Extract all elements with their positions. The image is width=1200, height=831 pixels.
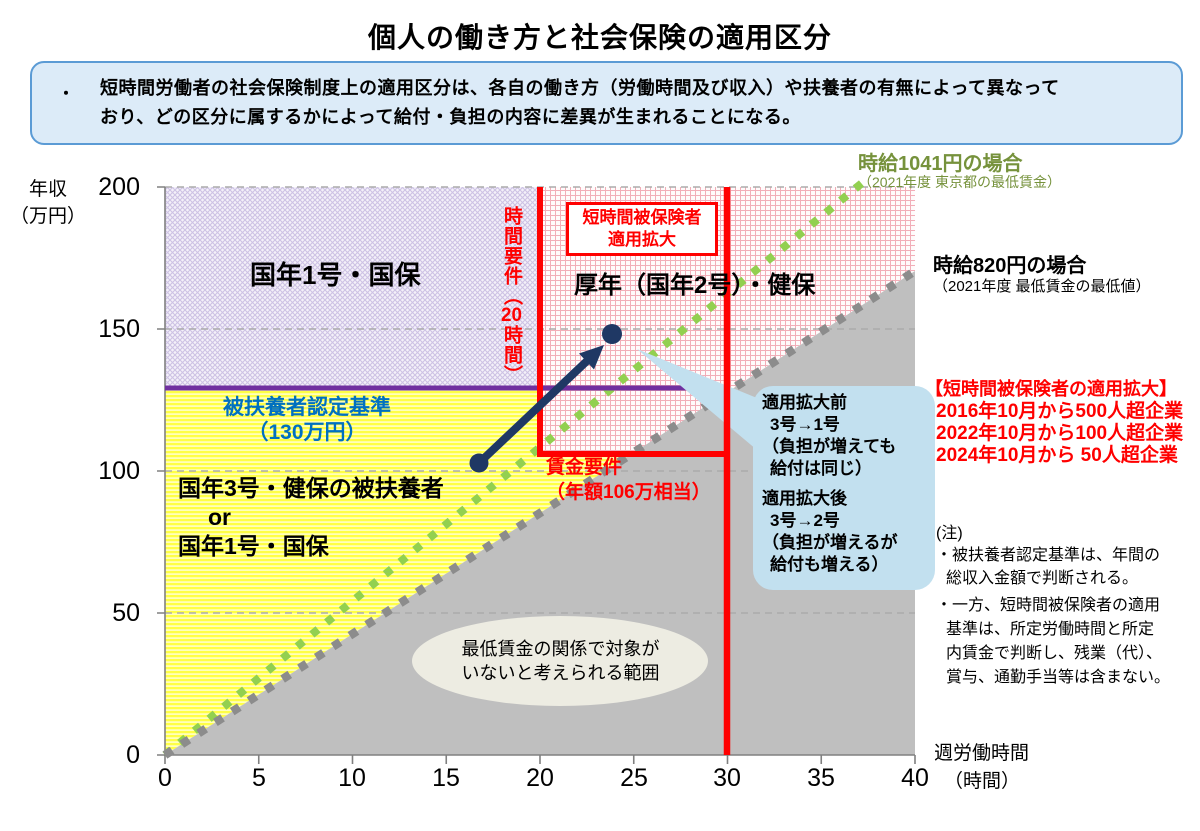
region-label-dependent: 国年3号・健保の被扶養者 or 国年1号・国保 (178, 474, 444, 561)
y-axis-title: 年収 （万円） (0, 176, 96, 230)
callout-before-line3: （負担が増えても (762, 437, 897, 456)
intro-line2: おり、どの区分に属するかによって給付・負担の内容に差異が生まれることになる。 (100, 107, 801, 127)
region-kosei-right-fill (727, 187, 915, 392)
x-tick-label: 10 (338, 764, 366, 792)
region-dependent-line3: 国年1号・国保 (178, 533, 329, 559)
expansion-item: 2016年10月から500人超企業 (936, 401, 1184, 422)
dependent-standard-line1: 被扶養者認定基準 (223, 396, 391, 419)
note-2-line3: 内賃金で判断し、残業（代）、 (946, 645, 1163, 662)
intro-line1: 短時間労働者の社会保険制度上の適用区分は、各自の働き方（労働時間及び収入）や扶養… (100, 78, 1060, 98)
y-tick-label: 0 (126, 741, 140, 769)
x-tick-label: 0 (158, 764, 172, 792)
callout-before-line4: 給付は同じ） (770, 459, 872, 478)
shift-start-dot (469, 453, 489, 473)
wage-820-dotted-line (162, 267, 918, 759)
callout-after-line2: 3号→2号 (770, 511, 840, 530)
region-label-kosei: 厚年（国年2号）・健保 (574, 272, 816, 299)
expansion-box-line1: 短時間被保険者 (582, 208, 702, 227)
note-2-line1: ・一方、短時間被保険者の適用 (936, 597, 1161, 614)
minwage-ellipse-label: 最低賃金の関係で対象が いないと考えられる範囲 (412, 637, 709, 685)
callout-bubble (753, 386, 935, 590)
wage-requirement-line2: （年額106万相当） (546, 482, 711, 503)
x-axis-title-line1: 週労働時間 (934, 743, 1030, 764)
y-tick-label: 200 (98, 173, 140, 201)
intro-box: ・ 短時間労働者の社会保険制度上の適用区分は、各自の働き方（労働時間及び収入）や… (30, 61, 1183, 145)
intro-text: 短時間労働者の社会保険制度上の適用区分は、各自の働き方（労働時間及び収入）や扶養… (100, 63, 1060, 143)
callout-after: 適用拡大後 3号→2号 （負担が増えるが 給付も増える） (762, 488, 932, 576)
expansion-item: 2024年10月から 50人超企業 (936, 445, 1178, 466)
x-axis-ticks (164, 755, 916, 764)
dependent-standard-line2: （130万円） (247, 421, 367, 444)
region-dependent-line2: or (208, 504, 231, 530)
x-axis-title: 週労働時間 （時間） (934, 740, 1029, 796)
x-axis-title-line2: （時間） (944, 771, 1021, 792)
shift-arrow-line (476, 357, 591, 466)
requirement-20h-106man-line (537, 187, 727, 457)
time-req-number: 20 (501, 306, 522, 325)
y-axis-title-line2: （万円） (9, 206, 86, 227)
wage-requirement-label: 賃金要件 （年額106万相当） (546, 455, 711, 505)
region-dependent-fill (165, 386, 632, 755)
expansion-box-label: 短時間被保険者 適用拡大 (566, 202, 718, 256)
wage-820-label: 時給820円の場合 (933, 255, 1087, 277)
callout-after-line1: 適用拡大後 (762, 489, 847, 508)
callout-after-line4: 給付も増える） (770, 555, 889, 574)
x-tick-label: 15 (432, 764, 460, 792)
x-tick-label: 40 (901, 764, 929, 792)
intro-bullet: ・ (58, 86, 75, 103)
dependent-standard-label: 被扶養者認定基準 （130万円） (207, 395, 407, 445)
time-requirement-label: 時間要件（20時間） (498, 206, 525, 416)
minwage-ellipse-line2: いないと考えられる範囲 (461, 663, 660, 683)
x-tick-label: 30 (713, 764, 741, 792)
note-1-line1: ・被扶養者認定基準は、年間の (936, 547, 1161, 564)
shift-end-dot (602, 324, 622, 344)
wage-requirement-line1: 賃金要件 (546, 457, 623, 478)
y-tick-label: 150 (98, 315, 140, 343)
x-tick-label: 20 (526, 764, 554, 792)
wage-820-sublabel: （2021年度 最低賃金の最低値） (933, 278, 1151, 295)
y-axis-title-line1: 年収 (28, 179, 67, 200)
time-req-pre: 時間要件（ (501, 206, 522, 306)
x-tick-label: 25 (620, 764, 648, 792)
expansion-item: 2022年10月から100人超企業 (936, 423, 1184, 444)
callout-after-line3: （負担が増えるが (762, 533, 898, 552)
x-tick-label: 35 (807, 764, 835, 792)
x-tick-label: 5 (252, 764, 266, 792)
shift-arrow-head (579, 345, 604, 370)
note-2-line4: 賞与、通勤手当等は含まない。 (946, 669, 1171, 686)
minwage-ellipse-line1: 最低賃金の関係で対象が (461, 639, 660, 659)
region-dependent-line1: 国年3号・健保の被扶養者 (178, 475, 444, 501)
expansion-title: 【短時間被保険者の適用拡大】 (925, 379, 1177, 399)
expansion-box-line2: 適用拡大 (608, 230, 676, 249)
note-1-line2: 総収入金額で判断される。 (946, 570, 1139, 587)
y-tick-label: 100 (98, 457, 140, 485)
expansion-items: 2016年10月から500人超企業 2022年10月から100人超企業 2024… (936, 401, 1183, 467)
minwage-ellipse (412, 616, 708, 706)
wage-1041-sublabel: （2021年度 東京都の最低賃金） (858, 174, 1062, 190)
region-label-kokunen1: 国年1号・国保 (250, 260, 421, 290)
y-axis-ticks (157, 186, 165, 756)
y-tick-label: 50 (112, 599, 140, 627)
page-title: 個人の働き方と社会保険の適用区分 (367, 22, 832, 53)
time-req-post: 時間） (501, 325, 522, 385)
callout-text: 適用拡大前 3号→1号 （負担が増えても 給付は同じ） 適用拡大後 3号→2号 … (762, 392, 932, 576)
note-2: ・一方、短時間被保険者の適用 基準は、所定労働時間と所定 内賃金で判断し、残業（… (936, 594, 1170, 690)
note-1: ・被扶養者認定基準は、年間の 総収入金額で判断される。 (936, 544, 1160, 590)
callout-before: 適用拡大前 3号→1号 （負担が増えても 給付は同じ） (762, 392, 932, 480)
wage-1041-label: 時給1041円の場合 (858, 153, 1023, 175)
note-title: (注) (936, 525, 963, 542)
note-2-line2: 基準は、所定労働時間と所定 (946, 621, 1155, 638)
callout-before-line1: 適用拡大前 (762, 393, 847, 412)
callout-before-line2: 3号→1号 (770, 415, 840, 434)
